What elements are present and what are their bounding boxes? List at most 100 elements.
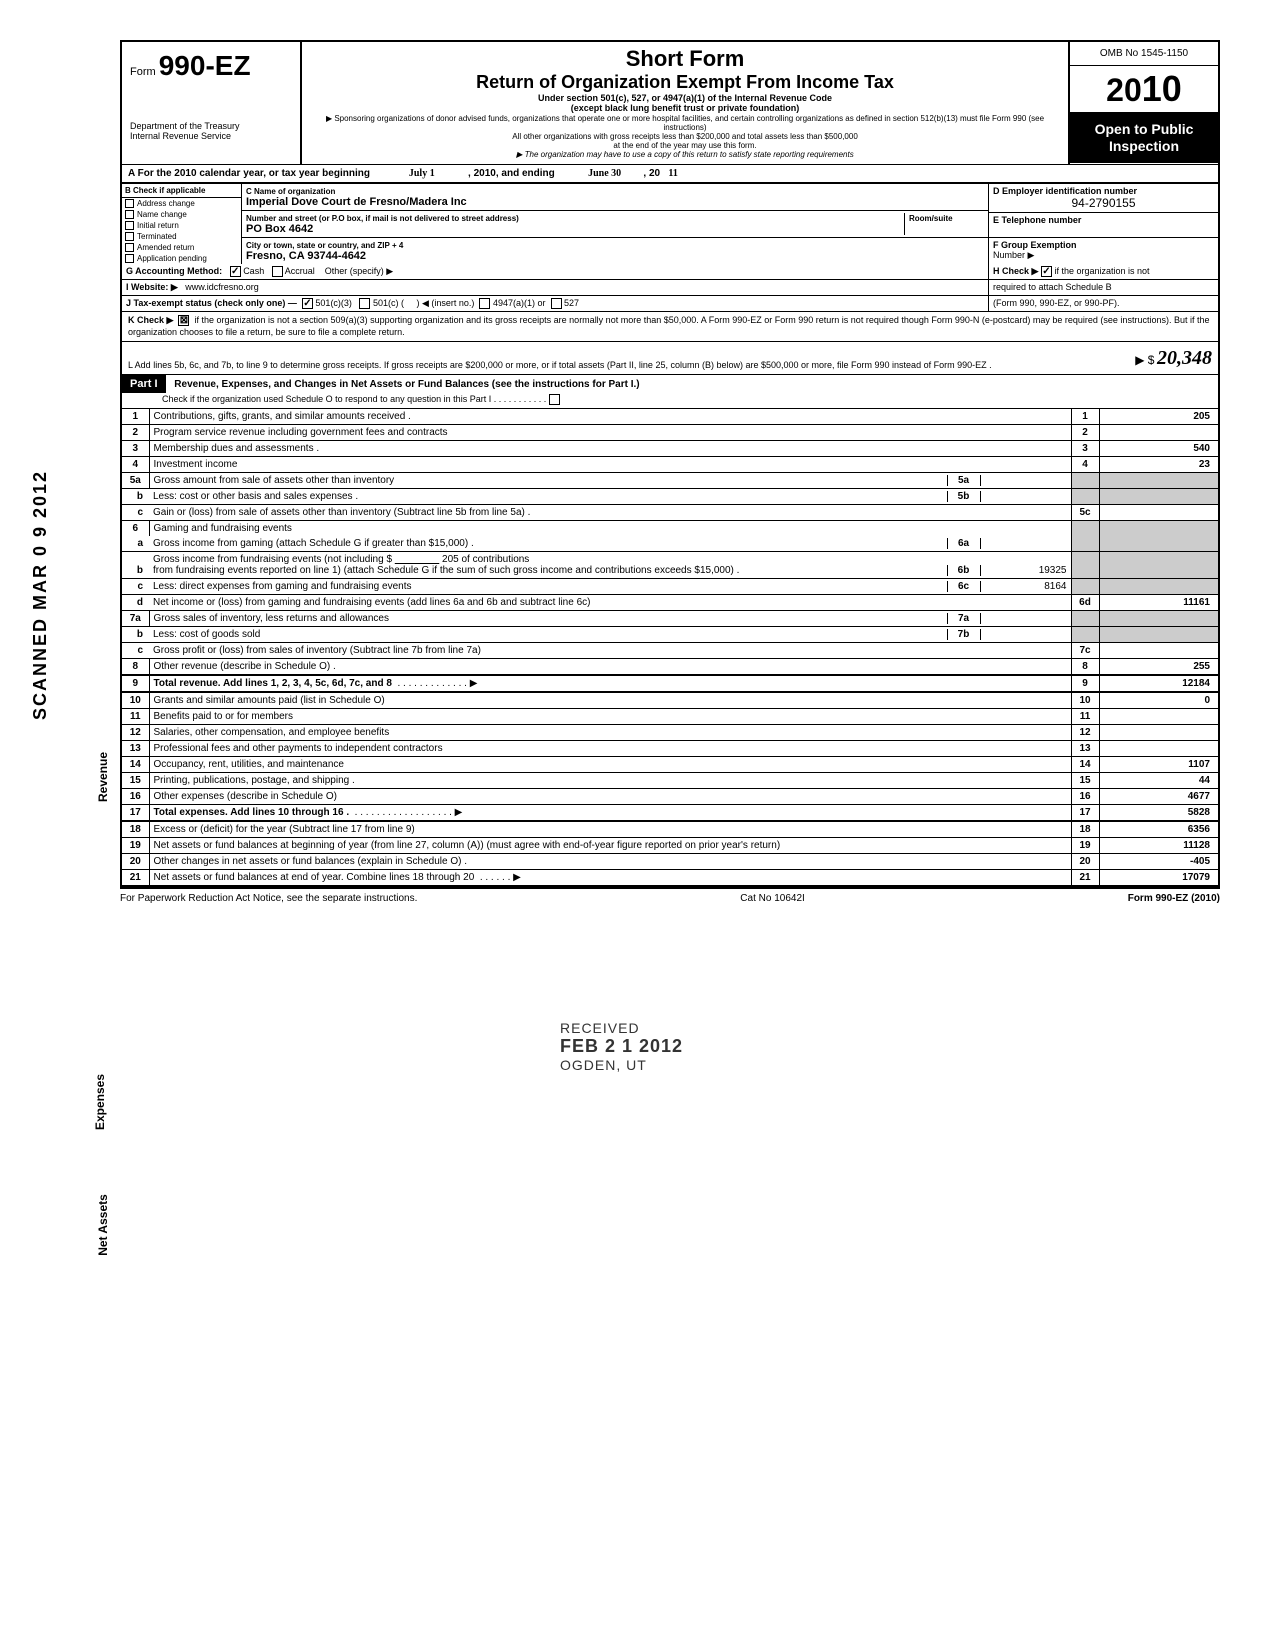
line-5c-num: c <box>121 505 149 521</box>
chk-name-change[interactable] <box>125 210 134 219</box>
k-text: if the organization is not a section 509… <box>128 315 1209 337</box>
chk-501c[interactable] <box>359 298 370 309</box>
line-9-desc: Total revenue. Add lines 1, 2, 3, 4, 5c,… <box>154 678 392 689</box>
fine-3: at the end of the year may use this form… <box>312 141 1058 150</box>
lbl-4947: 4947(a)(1) or <box>493 298 546 308</box>
line-13-rnum: 13 <box>1071 741 1099 757</box>
chk-4947[interactable] <box>479 298 490 309</box>
line-19-desc: Net assets or fund balances at beginning… <box>154 840 781 851</box>
line-5b-desc: Less: cost or other basis and sales expe… <box>153 491 947 502</box>
year-suffix: 10 <box>1142 68 1182 109</box>
chk-501c3[interactable]: ✓ <box>302 298 313 309</box>
line-11-amt <box>1099 709 1219 725</box>
line-21-num: 21 <box>121 870 149 887</box>
footer-right: Form 990-EZ (2010) <box>1128 893 1220 904</box>
line-8-amt: 255 <box>1099 659 1219 676</box>
chk-schedule-o[interactable] <box>549 394 560 405</box>
lbl-address-change: Address change <box>137 199 195 208</box>
line-1-rnum: 1 <box>1071 409 1099 425</box>
line-6b-desc1: Gross income from fundraising events (no… <box>153 554 392 565</box>
lbl-accrual: Accrual <box>285 266 315 276</box>
chk-accrual[interactable] <box>272 266 283 277</box>
line-6-num: 6 <box>121 521 149 537</box>
line-18-desc: Excess or (deficit) for the year (Subtra… <box>154 824 415 835</box>
tax-year: 2010 <box>1070 66 1218 113</box>
line-6c-val: 8164 <box>981 581 1071 592</box>
line-15-rnum: 15 <box>1071 773 1099 789</box>
l-text: L Add lines 5b, 6c, and 7b, to line 9 to… <box>128 360 1135 372</box>
line-19-num: 19 <box>121 838 149 854</box>
gross-receipts: 20,348 <box>1157 347 1212 369</box>
k-check-label: K Check ▶ <box>128 315 173 325</box>
col-b-header: B Check if applicable <box>122 184 241 198</box>
line-4-amt: 23 <box>1099 457 1219 473</box>
group-exemption-number: Number ▶ <box>993 250 1034 260</box>
chk-schedule-b[interactable]: ✓ <box>1041 266 1052 277</box>
received-stamp: RECEIVED FEB 2 1 2012 OGDEN, UT <box>560 1020 683 1073</box>
h-check-label: H Check ▶ <box>993 266 1038 276</box>
line-2-amt <box>1099 425 1219 441</box>
ein-label: D Employer identification number <box>993 186 1137 196</box>
line-3-desc: Membership dues and assessments . <box>154 443 320 454</box>
section-revenue: Revenue <box>96 752 110 802</box>
form-prefix: Form <box>130 66 156 78</box>
addr-label: Number and street (or P.O box, if mail i… <box>246 214 519 223</box>
stamp-date: FEB 2 1 2012 <box>560 1036 683 1057</box>
line-9-num: 9 <box>121 675 149 692</box>
line-11-num: 11 <box>121 709 149 725</box>
line-11-desc: Benefits paid to or for members <box>154 711 294 722</box>
footer-mid: Cat No 10642I <box>740 893 805 904</box>
line-7c-desc: Gross profit or (loss) from sales of inv… <box>153 645 481 656</box>
line-4-num: 4 <box>121 457 149 473</box>
line-5a-num: 5a <box>121 473 149 489</box>
line-20-amt: -405 <box>1099 854 1219 870</box>
info-grid: B Check if applicable Address change Nam… <box>120 184 1220 264</box>
line-6a-num: a <box>121 536 149 552</box>
line-7a-box: 7a <box>947 613 981 624</box>
return-title: Return of Organization Exempt From Incom… <box>312 72 1058 93</box>
chk-amended[interactable] <box>125 243 134 252</box>
line-18-rnum: 18 <box>1071 821 1099 838</box>
chk-app-pending[interactable] <box>125 254 134 263</box>
chk-k[interactable]: ⊠ <box>178 315 189 326</box>
line-10-num: 10 <box>121 692 149 709</box>
line-14-desc: Occupancy, rent, utilities, and maintena… <box>154 759 344 770</box>
line-6b-val: 19325 <box>981 565 1071 576</box>
chk-initial-return[interactable] <box>125 221 134 230</box>
footer-left: For Paperwork Reduction Act Notice, see … <box>120 893 417 904</box>
line-21-amt: 17079 <box>1099 870 1219 887</box>
form-header: Form 990-EZ Department of the Treasury I… <box>120 40 1220 164</box>
line-15-desc: Printing, publications, postage, and shi… <box>154 775 355 786</box>
dept-irs: Internal Revenue Service <box>130 132 292 142</box>
line-19-amt: 11128 <box>1099 838 1219 854</box>
tax-exempt-label: J Tax-exempt status (check only one) — <box>126 298 297 308</box>
line-6b-num: b <box>121 552 149 579</box>
fine-4: ▶ The organization may have to use a cop… <box>312 150 1058 159</box>
chk-address-change[interactable] <box>125 199 134 208</box>
room-label: Room/suite <box>909 214 953 223</box>
chk-cash[interactable]: ✓ <box>230 266 241 277</box>
fine-1: ▶ Sponsoring organizations of donor advi… <box>312 114 1058 132</box>
line-10-desc: Grants and similar amounts paid (list in… <box>154 695 385 706</box>
chk-terminated[interactable] <box>125 232 134 241</box>
line-16-desc: Other expenses (describe in Schedule O) <box>154 791 337 802</box>
row-a-text: A For the 2010 calendar year, or tax yea… <box>128 168 370 179</box>
fine-2: All other organizations with gross recei… <box>312 132 1058 141</box>
website-label: I Website: ▶ <box>126 282 178 292</box>
line-8-desc: Other revenue (describe in Schedule O) . <box>154 661 336 672</box>
form-number: 990-EZ <box>159 50 251 81</box>
row-a-mid: , 2010, and ending <box>468 168 555 179</box>
accounting-method-label: G Accounting Method: <box>126 266 222 276</box>
short-form-label: Short Form <box>312 46 1058 72</box>
org-city: Fresno, CA 93744-4642 <box>246 250 366 262</box>
lbl-name-change: Name change <box>137 210 187 219</box>
line-2-num: 2 <box>121 425 149 441</box>
line-17-num: 17 <box>121 805 149 822</box>
period-begin: July 1 <box>409 168 435 179</box>
subtitle-1: Under section 501(c), 527, or 4947(a)(1)… <box>312 93 1058 103</box>
line-17-rnum: 17 <box>1071 805 1099 822</box>
line-5c-desc: Gain or (loss) from sale of assets other… <box>153 507 530 518</box>
chk-527[interactable] <box>551 298 562 309</box>
section-expenses: Expenses <box>93 1074 107 1130</box>
line-12-num: 12 <box>121 725 149 741</box>
